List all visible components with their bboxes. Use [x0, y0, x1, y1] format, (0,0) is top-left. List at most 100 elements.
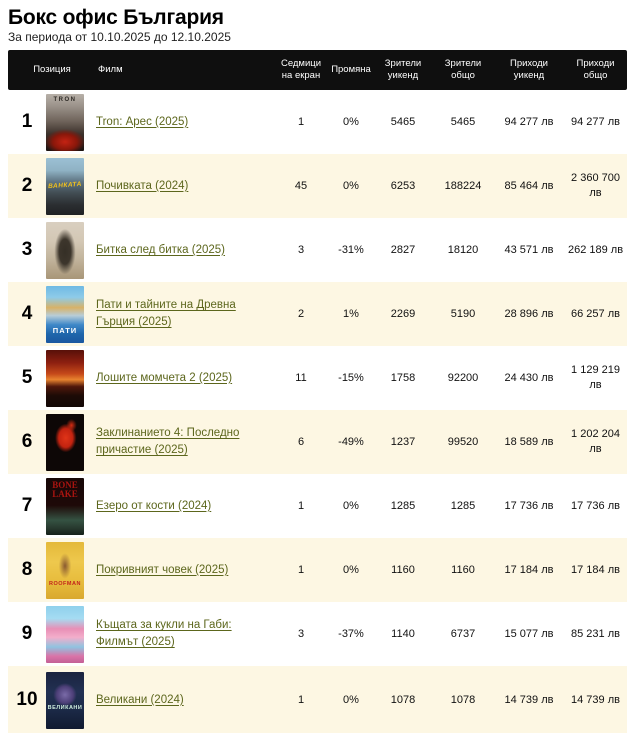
- revenue-weekend: 85 464 лв: [504, 179, 554, 192]
- position-rank: 3: [21, 239, 33, 261]
- film-title-link[interactable]: Покривният човек (2025): [96, 563, 229, 576]
- weeks-on-screen: 1: [297, 116, 305, 129]
- film-cell: Езеро от кости (2024): [96, 498, 274, 515]
- change-percent: -31%: [338, 244, 364, 257]
- table-row: 1 TRON Tron: Арес (2025) 1 0% 5465 5465 …: [8, 90, 627, 154]
- poster-cell: ВАНКАТА: [46, 157, 96, 215]
- position-rank: 2: [21, 175, 33, 197]
- revenue-total: 14 739 лв: [571, 693, 620, 706]
- revenue-total: 17 736 лв: [571, 499, 620, 512]
- revenue-weekend: 94 277 лв: [504, 115, 554, 128]
- col-header-viewers-total: Зрители общо: [444, 57, 482, 82]
- poster-cell: [46, 349, 96, 407]
- position-rank: 1: [21, 111, 33, 133]
- viewers-weekend: 6253: [390, 180, 416, 193]
- film-cell: Пати и тайните на Древна Гърция (2025): [96, 297, 274, 331]
- period-subtitle: За периода от 10.10.2025 до 12.10.2025: [8, 30, 231, 45]
- weeks-on-screen: 2: [297, 308, 305, 321]
- weeks-on-screen: 3: [297, 244, 305, 257]
- table-row: 10 ВЕЛИКАНИ Великани (2024) 1 0% 1078 10…: [8, 666, 627, 733]
- viewers-weekend: 2827: [390, 244, 416, 257]
- film-poster[interactable]: [46, 349, 84, 407]
- change-percent: 0%: [343, 116, 359, 129]
- change-percent: -37%: [338, 628, 364, 641]
- weeks-on-screen: 11: [295, 372, 307, 385]
- poster-title-text: ВЕЛИКАНИ: [47, 704, 83, 711]
- poster-cell: TRON: [46, 93, 96, 151]
- film-poster[interactable]: [46, 605, 84, 663]
- film-title-link[interactable]: Лошите момчета 2 (2025): [96, 371, 233, 384]
- poster-cell: [46, 221, 96, 279]
- film-cell: Покривният човек (2025): [96, 562, 274, 579]
- table-row: 4 ПАТИ Пати и тайните на Древна Гърция (…: [8, 282, 627, 347]
- viewers-total: 18120: [447, 244, 479, 257]
- film-title-link[interactable]: Езеро от кости (2024): [96, 499, 212, 512]
- film-cell: Великани (2024): [96, 692, 274, 709]
- weeks-on-screen: 1: [297, 694, 305, 707]
- viewers-total: 188224: [444, 180, 482, 193]
- film-cell: Битка след битка (2025): [96, 242, 274, 259]
- change-percent: 0%: [343, 180, 359, 193]
- film-title-link[interactable]: Заклинанието 4: Последно причастие (2025…: [96, 427, 240, 457]
- film-poster[interactable]: ВЕЛИКАНИ: [46, 671, 84, 729]
- revenue-weekend: 15 077 лв: [504, 627, 554, 640]
- revenue-weekend: 17 184 лв: [504, 563, 554, 576]
- revenue-total: 2 360 700 лв: [571, 172, 620, 200]
- viewers-weekend: 1140: [391, 628, 415, 641]
- poster-title-text: BONE LAKE: [52, 479, 78, 500]
- revenue-total: 1 129 219 лв: [571, 364, 620, 392]
- table-row: 6 Заклинанието 4: Последно причастие (20…: [8, 410, 627, 475]
- table-row: 2 ВАНКАТА Почивката (2024) 45 0% 6253 18…: [8, 154, 627, 219]
- page: Бокс офис България За периода от 10.10.2…: [0, 6, 635, 733]
- film-poster[interactable]: ROOFMAN: [46, 541, 84, 599]
- revenue-weekend: 43 571 лв: [504, 243, 554, 256]
- viewers-weekend: 1237: [390, 436, 416, 449]
- col-header-change: Промяна: [331, 64, 371, 76]
- poster-title-text: ВАНКАТА: [47, 180, 83, 190]
- viewers-weekend: 2269: [390, 308, 416, 321]
- poster-cell: ROOFMAN: [46, 541, 96, 599]
- viewers-weekend: 5465: [390, 116, 416, 129]
- viewers-total: 5465: [450, 116, 476, 129]
- table-header-row: Позиция Филм Седмици на екран Промяна Зр…: [8, 50, 627, 91]
- position-rank: 9: [21, 623, 33, 645]
- revenue-weekend: 24 430 лв: [504, 371, 554, 384]
- film-title-link[interactable]: Пати и тайните на Древна Гърция (2025): [96, 299, 236, 329]
- film-title-link[interactable]: Tron: Арес (2025): [96, 115, 189, 128]
- revenue-total: 262 189 лв: [567, 243, 624, 256]
- film-cell: Лошите момчета 2 (2025): [96, 370, 274, 387]
- film-title-link[interactable]: Почивката (2024): [96, 179, 189, 192]
- revenue-total: 85 231 лв: [571, 627, 620, 640]
- position-rank: 8: [21, 559, 33, 581]
- film-cell: Къщата за кукли на Габи: Филмът (2025): [96, 617, 274, 651]
- film-title-link[interactable]: Великани (2024): [96, 693, 184, 706]
- film-poster[interactable]: [46, 221, 84, 279]
- position-rank: 5: [21, 367, 33, 389]
- film-poster[interactable]: TRON: [46, 93, 84, 151]
- position-rank: 10: [16, 689, 38, 711]
- poster-cell: BONE LAKE: [46, 477, 96, 535]
- weeks-on-screen: 6: [297, 436, 305, 449]
- viewers-total: 92200: [447, 372, 479, 385]
- poster-title-text: ROOFMAN: [49, 580, 81, 587]
- change-percent: 0%: [343, 500, 359, 513]
- change-percent: 0%: [343, 564, 359, 577]
- weeks-on-screen: 45: [294, 180, 308, 193]
- film-poster[interactable]: [46, 413, 84, 471]
- film-poster[interactable]: ВАНКАТА: [46, 157, 84, 215]
- boxoffice-table: Позиция Филм Седмици на екран Промяна Зр…: [8, 50, 627, 733]
- film-poster[interactable]: BONE LAKE: [46, 477, 84, 535]
- film-title-link[interactable]: Къщата за кукли на Габи: Филмът (2025): [96, 619, 232, 649]
- poster-cell: ПАТИ: [46, 285, 96, 343]
- poster-cell: [46, 605, 96, 663]
- revenue-total: 1 202 204 лв: [571, 428, 620, 456]
- change-percent: -15%: [338, 372, 364, 385]
- poster-title-text: TRON: [53, 96, 77, 103]
- revenue-weekend: 28 896 лв: [504, 307, 554, 320]
- film-cell: Почивката (2024): [96, 178, 274, 195]
- film-poster[interactable]: ПАТИ: [46, 285, 84, 343]
- revenue-total: 94 277 лв: [571, 115, 620, 128]
- poster-title-text: ПАТИ: [52, 325, 78, 335]
- change-percent: -49%: [338, 436, 364, 449]
- film-title-link[interactable]: Битка след битка (2025): [96, 243, 226, 256]
